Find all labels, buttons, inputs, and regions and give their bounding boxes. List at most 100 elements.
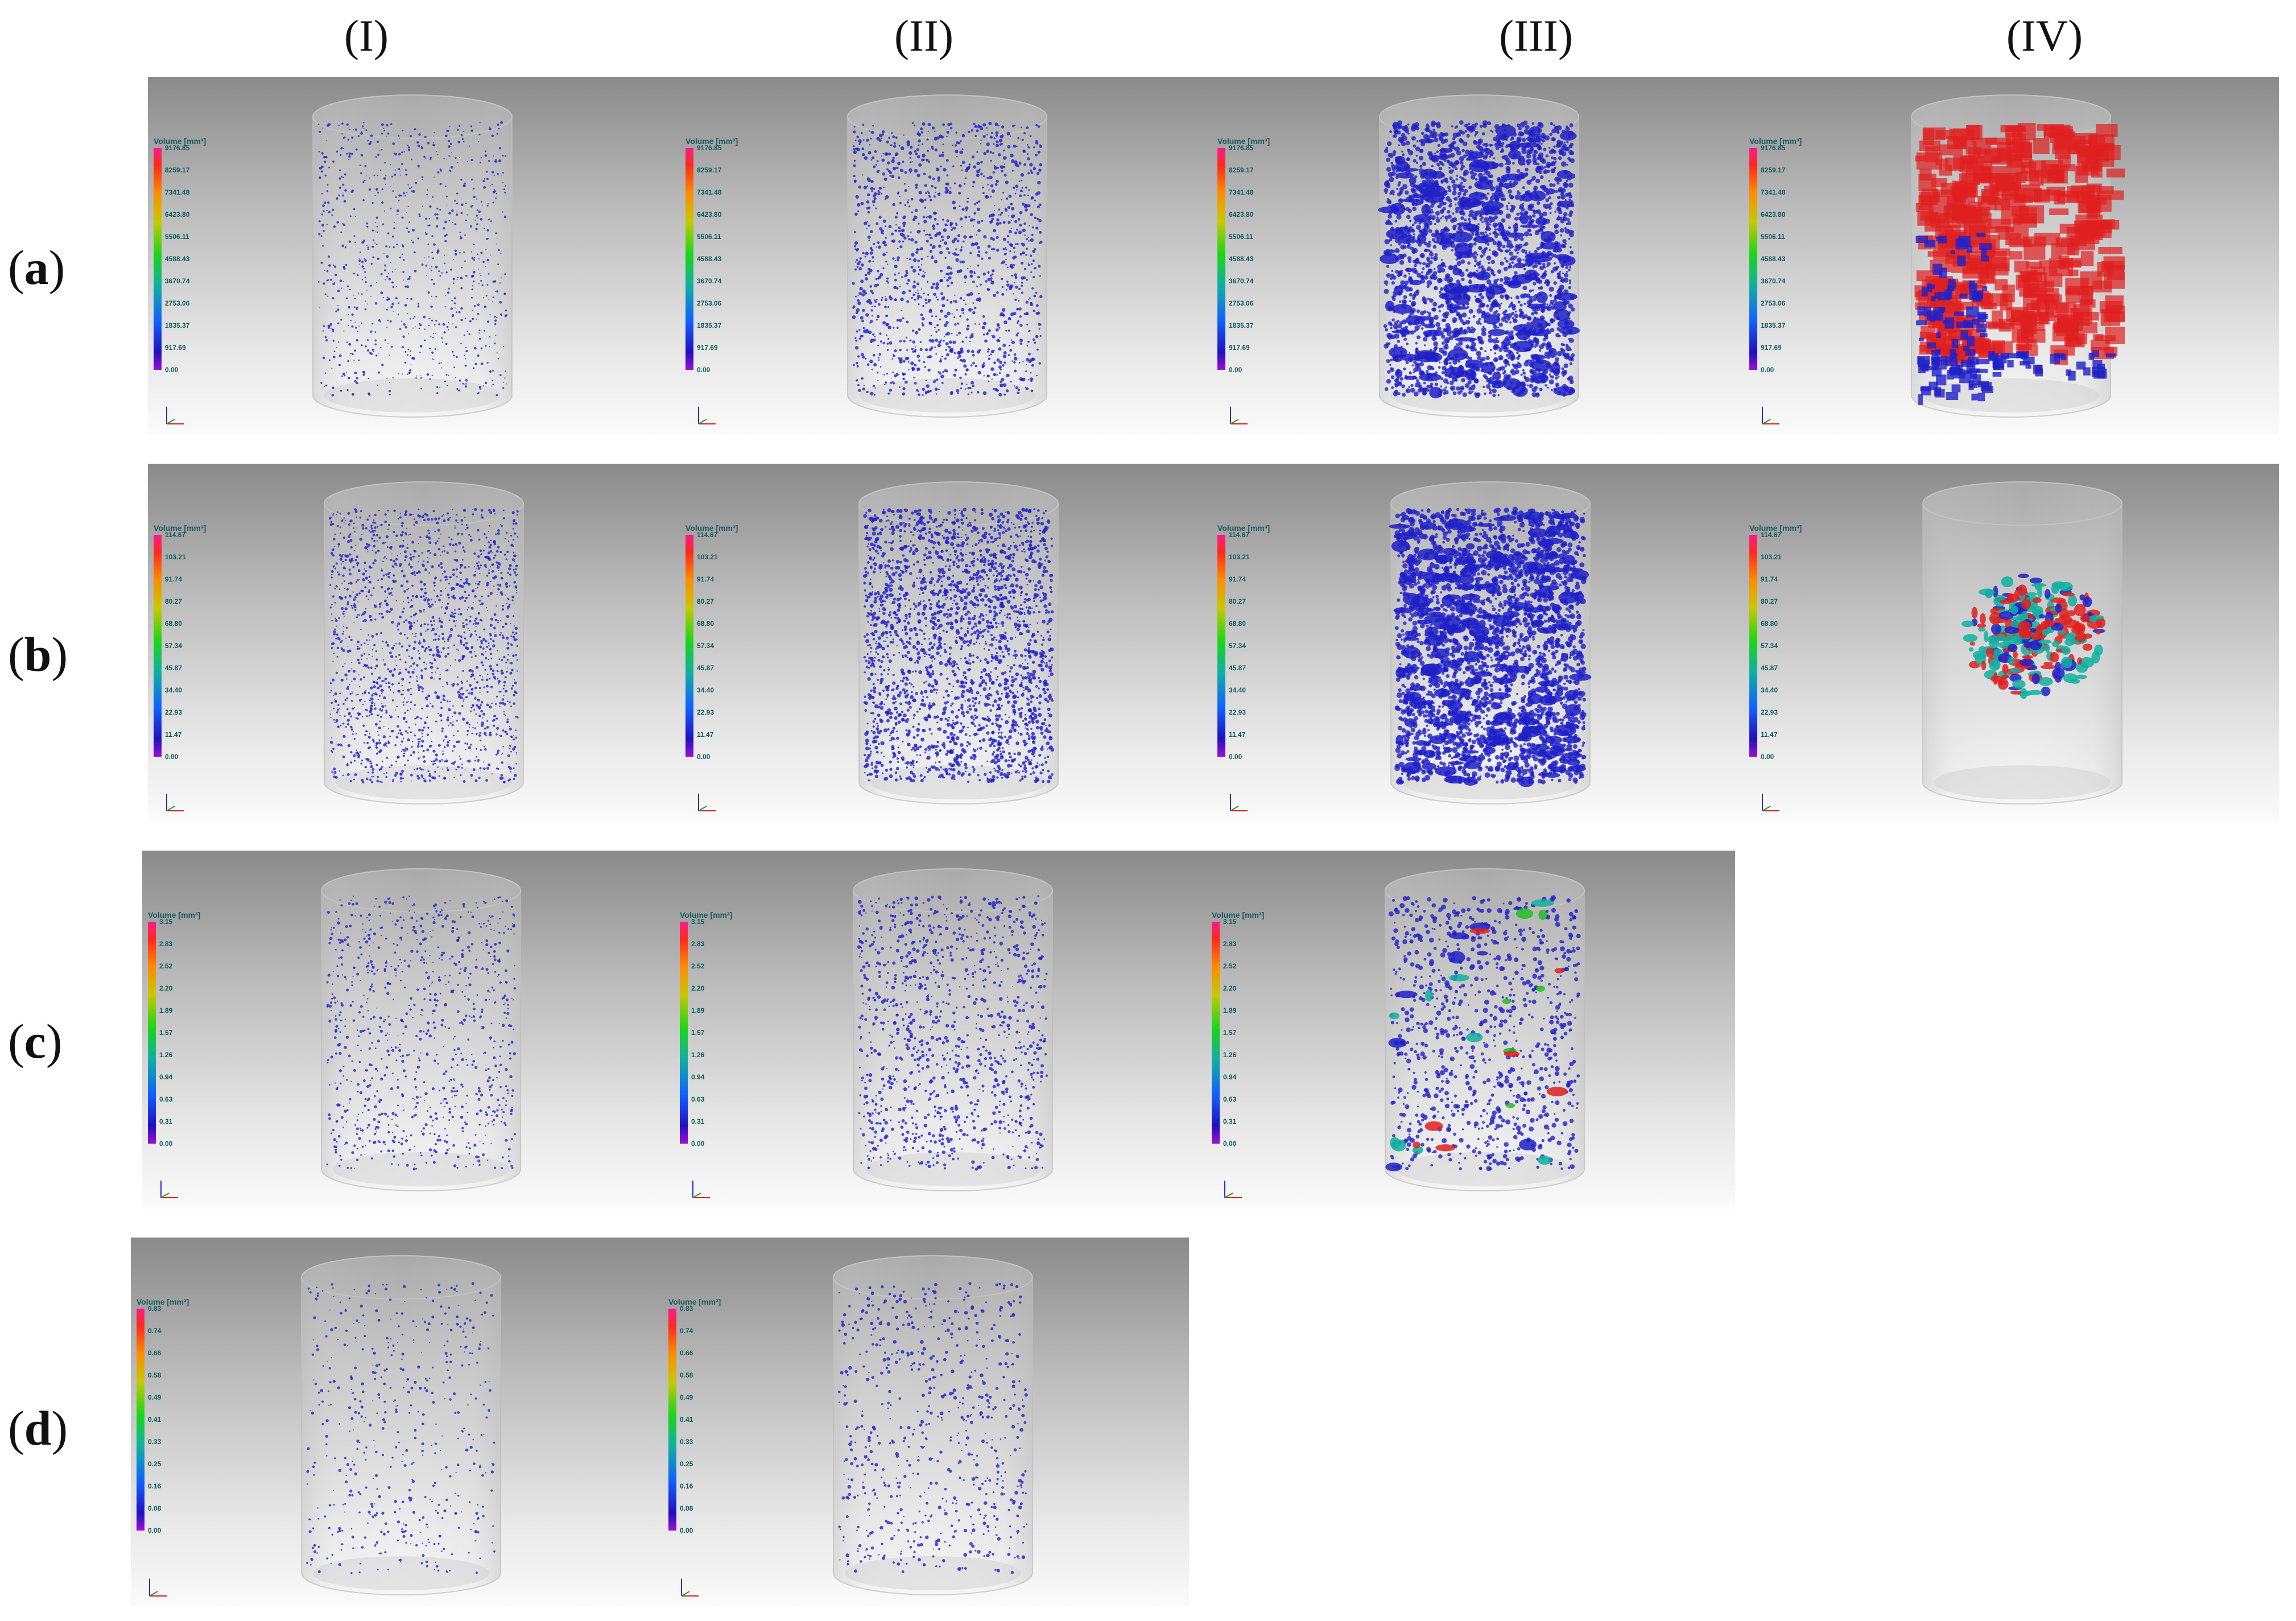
axis-triad-icon (694, 401, 722, 432)
colorbar-tick-label: 3670.74 (1229, 277, 1254, 285)
axis-triad-icon (694, 788, 722, 819)
axis-triad-icon (1758, 788, 1786, 819)
colorbar-tick-label: 0.00 (148, 1527, 162, 1535)
row-label-c-letter: c (24, 1014, 46, 1069)
colorbar-tick-label: 34.40 (1761, 686, 1778, 694)
ct-sample-render (299, 88, 526, 424)
colorbar-tick-label: 5506.11 (697, 233, 721, 241)
colorbar-tick-label: 103.21 (1761, 553, 1782, 561)
axis-triad-icon (162, 788, 191, 819)
row-label-c: (c) (8, 1014, 63, 1069)
colorbar-tick-label: 2753.06 (1761, 299, 1786, 307)
colorbar-tick-label: 34.40 (697, 686, 715, 694)
colorbar-tick-label: 5506.11 (1229, 233, 1253, 241)
colorbar-tick-label: 917.69 (697, 344, 718, 352)
colorbar-tick-label: 11.47 (697, 731, 714, 739)
colorbar-tick-label: 0.58 (680, 1371, 693, 1379)
cylinder-base (333, 1152, 509, 1186)
colorbar-legend: Volume [mm³] 3.15 2.83 2.52 2.20 1.89 1.57 1.26… (680, 910, 748, 1172)
colorbar-legend: Volume [mm³] 114.67 103.21 91.74 80.27 68.80 5… (1217, 523, 1286, 785)
axis-triad-icon (677, 1573, 705, 1604)
colorbar-tick-label: 91.74 (1761, 575, 1778, 583)
colorbar-tick-label: 0.63 (159, 1095, 173, 1103)
colorbar-title: Volume [mm³] (1749, 137, 1802, 146)
colorbar-tick-label: 91.74 (697, 575, 715, 583)
sample-cylinder (1378, 94, 1580, 418)
colorbar-tick-label: 22.93 (697, 708, 715, 716)
colorbar-tick-label: 1.89 (159, 1007, 173, 1014)
cylinder-top-rim (301, 1255, 501, 1300)
colorbar-tick-label: 91.74 (165, 575, 183, 583)
colorbar-tick-label: 0.66 (148, 1349, 162, 1357)
colorbar-tick-label: 8259.17 (1229, 166, 1254, 174)
colorbar-title: Volume [mm³] (1217, 523, 1270, 533)
colorbar-tick-label: 2.20 (691, 984, 705, 992)
colorbar-tick-label: 1.57 (159, 1029, 173, 1037)
cylinder-body (312, 94, 513, 418)
colorbar-tick-label: 2.83 (1223, 940, 1237, 948)
colorbar-tick-label: 1.89 (1223, 1007, 1237, 1014)
ct-sample-render (1909, 475, 2136, 811)
cylinder-top-rim (1379, 94, 1579, 139)
colorbar-tick-label: 0.74 (680, 1327, 693, 1335)
colorbar-tick-label: 5506.11 (165, 233, 189, 241)
colorbar-tick-label: 114.67 (1229, 531, 1250, 539)
cylinder-base (1397, 1152, 1573, 1186)
cylinder-top-rim (312, 94, 513, 139)
colorbar-tick-label: 0.94 (691, 1073, 705, 1081)
colorbar-title: Volume [mm³] (154, 137, 207, 146)
sample-cylinder (1385, 868, 1585, 1191)
colorbar-tick-label: 9176.85 (1761, 144, 1786, 152)
colorbar-tick-label: 8259.17 (1761, 166, 1786, 174)
colorbar-tick-label: 68.80 (165, 620, 183, 628)
colorbar-tick-label: 2.20 (1223, 984, 1237, 992)
colorbar-tick-label: 0.63 (1223, 1095, 1237, 1103)
colorbar-tick-label: 0.83 (680, 1305, 693, 1313)
colorbar-tick-label: 114.67 (1761, 531, 1782, 539)
colorbar-legend: Volume [mm³] 0.83 0.74 0.66 0.58 0.49 0.41 0.33… (668, 1297, 737, 1559)
axis-triad-icon (145, 1573, 174, 1604)
colorbar-gradient (668, 1309, 676, 1531)
colorbar-tick-label: 0.00 (1761, 366, 1774, 374)
colorbar-tick-label: 6423.80 (1761, 211, 1786, 218)
colorbar-tick-label: 9176.85 (697, 144, 722, 152)
cylinder-base (865, 1152, 1041, 1186)
colorbar-tick-label: 1.26 (691, 1051, 705, 1059)
axis-triad-icon (1226, 401, 1254, 432)
ct-sample-render (833, 88, 1061, 424)
ct-sample-render (1365, 88, 1593, 424)
colorbar-tick-label: 0.33 (680, 1438, 693, 1446)
colorbar-tick-label: 7341.48 (697, 188, 722, 196)
colorbar-tick-label: 80.27 (697, 597, 715, 605)
colorbar-tick-label: 3.15 (159, 918, 173, 926)
ct-sample-render (1377, 475, 1604, 811)
axis-triad-icon (1220, 1175, 1249, 1206)
colorbar-tick-label: 1.57 (1223, 1029, 1237, 1037)
colorbar-tick-label: 1835.37 (1761, 321, 1786, 329)
column-label-IV: (IV) (2006, 11, 2083, 60)
colorbar-tick-label: 0.58 (148, 1371, 162, 1379)
cylinder-base (870, 765, 1047, 799)
cylinder-base (1934, 765, 2111, 799)
colorbar-tick-label: 0.00 (697, 753, 711, 761)
cylinder-base (1923, 378, 2099, 413)
ct-sample-render (287, 1249, 515, 1602)
row-label-a: (a) (8, 240, 65, 295)
colorbar-tick-label: 45.87 (1761, 664, 1778, 672)
colorbar-gradient (1749, 148, 1757, 370)
colorbar-tick-label: 4588.43 (697, 255, 722, 263)
colorbar-gradient (1217, 148, 1225, 370)
colorbar-legend: Volume [mm³] 9176.85 8259.17 7341.48 6423.80… (154, 137, 222, 398)
colorbar-tick-label: 0.41 (680, 1416, 693, 1424)
cylinder-body (301, 1255, 501, 1595)
cylinder-top-rim (858, 481, 1059, 526)
sample-cylinder (853, 868, 1053, 1191)
colorbar-tick-label: 2.52 (159, 962, 173, 970)
cylinder-top-rim (1922, 481, 2122, 526)
colorbar-tick-label: 917.69 (1229, 344, 1250, 352)
colorbar-gradient (1212, 922, 1220, 1144)
colorbar-gradient (686, 148, 693, 370)
colorbar-tick-label: 45.87 (697, 664, 715, 672)
sample-cylinder (858, 481, 1059, 805)
colorbar-tick-label: 0.33 (148, 1438, 162, 1446)
